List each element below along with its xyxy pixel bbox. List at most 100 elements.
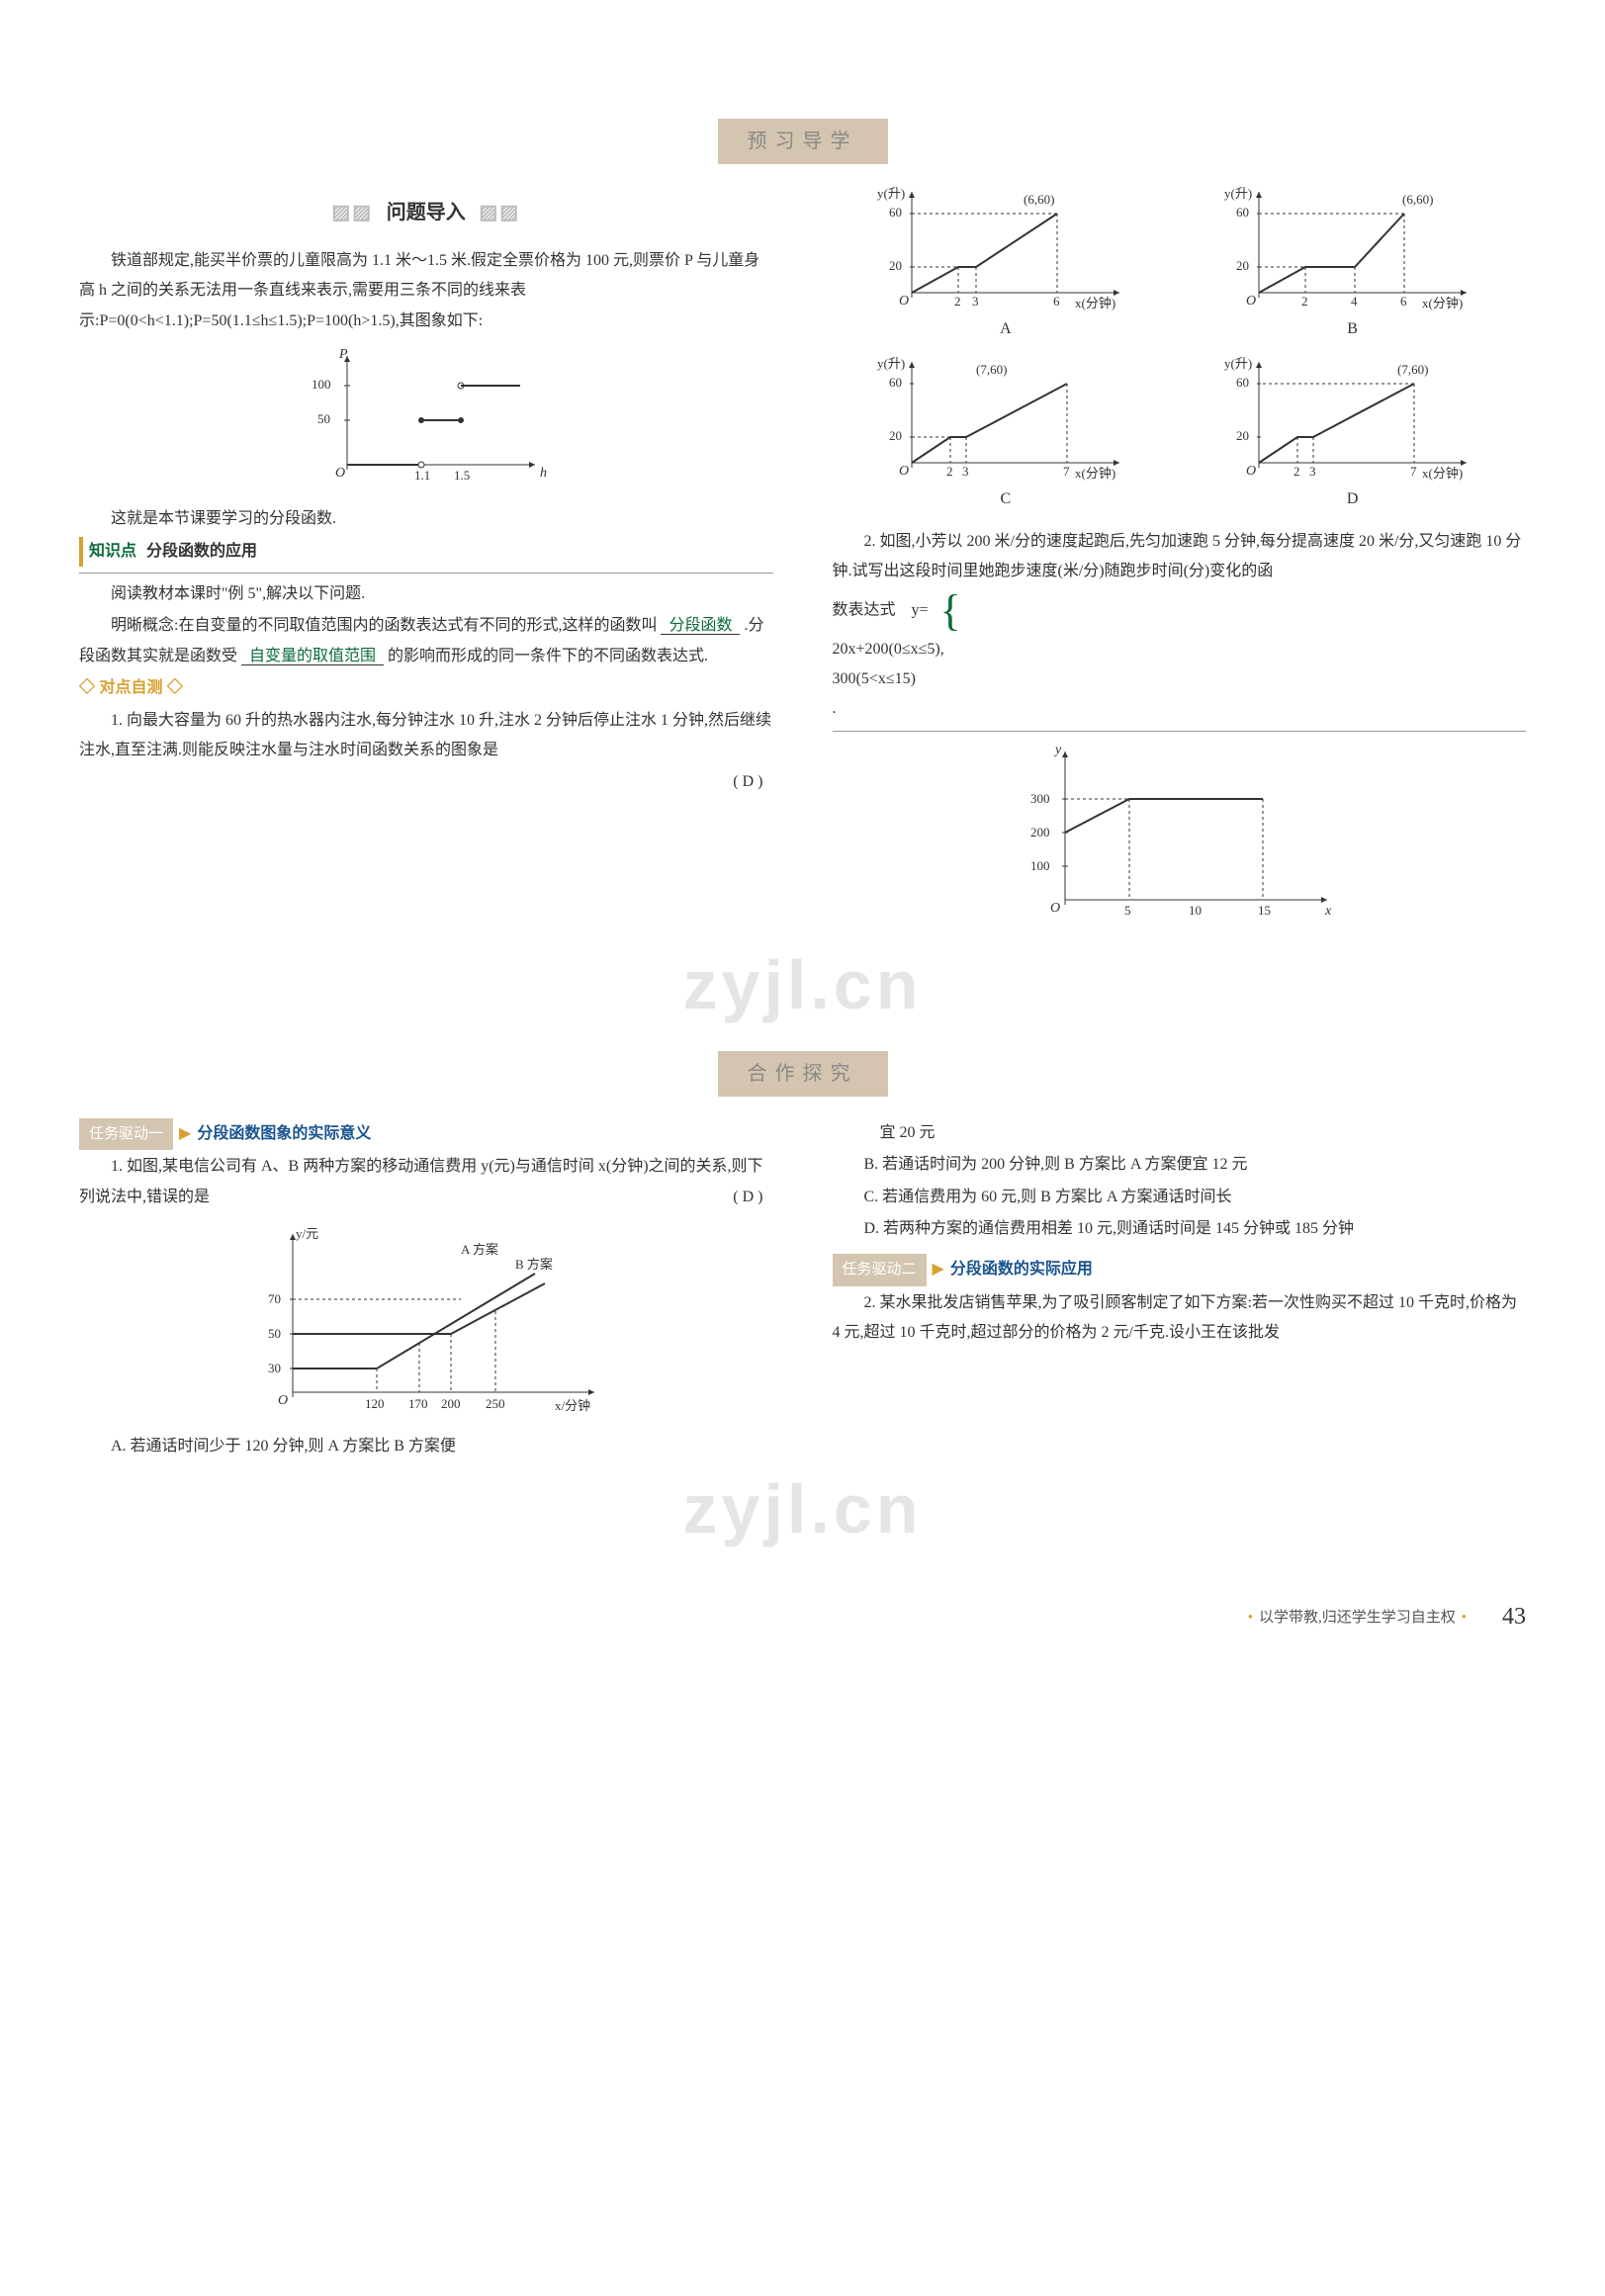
chart-telecom: O x/分钟 y/元 30 50 70 120 170 200 250 A 方案… xyxy=(79,1224,773,1422)
banner-preview-text: 预习导学 xyxy=(718,119,888,164)
svg-text:3: 3 xyxy=(962,464,969,479)
svg-text:y(升): y(升) xyxy=(1224,356,1252,371)
svg-text:100: 100 xyxy=(312,377,331,392)
svg-text:y(升): y(升) xyxy=(877,356,905,371)
svg-text:O: O xyxy=(1246,294,1256,309)
dz-row: 对点自测 xyxy=(79,673,773,703)
svg-text:(6,60): (6,60) xyxy=(1024,192,1054,207)
t1-optB: B. 若通话时间为 200 分钟,则 B 方案比 A 方案便宜 12 元 xyxy=(833,1150,1527,1180)
q1-answer: ( D ) xyxy=(733,767,762,797)
t1-body: 1. 如图,某电信公司有 A、B 两种方案的移动通信费用 y(元)与通信时间 x… xyxy=(79,1158,763,1204)
svg-text:3: 3 xyxy=(972,294,979,309)
q1-body: 1. 向最大容量为 60 升的热水器内注水,每分钟注水 10 升,注水 2 分钟… xyxy=(79,712,771,758)
svg-text:(7,60): (7,60) xyxy=(1397,362,1428,377)
svg-text:20: 20 xyxy=(889,258,902,273)
svg-text:4: 4 xyxy=(1351,294,1358,309)
kp-label: 知识点 xyxy=(79,537,136,567)
chart-optC: y(升) x(分钟) O 60 20 237 (7,60) C xyxy=(840,354,1173,514)
t1-answer: ( D ) xyxy=(701,1183,762,1212)
svg-text:60: 60 xyxy=(889,375,902,390)
banner-coop-text: 合作探究 xyxy=(718,1051,888,1097)
svg-text:120: 120 xyxy=(365,1396,385,1411)
task2-title: 分段函数的实际应用 xyxy=(950,1261,1093,1278)
dz-label: 对点自测 xyxy=(79,679,183,696)
q2-case1: 20x+200(0≤x≤5), xyxy=(833,635,1527,664)
svg-text:y(升): y(升) xyxy=(877,186,905,201)
task-arrow-icon: ▶ xyxy=(179,1125,191,1142)
kp-p2: 明晰概念:在自变量的不同取值范围内的函数表达式有不同的形式,这样的函数叫 分段函… xyxy=(79,611,773,671)
kp-divider xyxy=(79,573,773,574)
svg-text:(7,60): (7,60) xyxy=(976,362,1007,377)
svg-text:x/分钟: x/分钟 xyxy=(555,1398,590,1413)
section-intro-title: ▨▨ 问题导入 ▨▨ xyxy=(79,194,773,231)
q2-text: 2. 如图,小芳以 200 米/分的速度起跑后,先匀加速跑 5 分钟,每分提高速… xyxy=(833,527,1527,587)
svg-text:1.1: 1.1 xyxy=(414,468,430,483)
svg-text:300: 300 xyxy=(1030,791,1050,806)
chart-optA: y(升) x(分钟) O 60 20 236 (6,60) A xyxy=(840,184,1173,344)
q1-text: 1. 向最大容量为 60 升的热水器内注水,每分钟注水 10 升,注水 2 分钟… xyxy=(79,706,773,766)
q2-pre: 数表达式 y= xyxy=(833,601,929,618)
kp-blank1: 分段函数 xyxy=(661,617,740,635)
svg-text:20: 20 xyxy=(1236,428,1249,443)
svg-text:250: 250 xyxy=(486,1396,505,1411)
footer-dot-l: • xyxy=(1248,1604,1253,1633)
svg-text:O: O xyxy=(278,1393,288,1408)
task2-tag: 任务驱动二 xyxy=(833,1254,927,1286)
chart-optB: y(升) x(分钟) O 60 20 246 (6,60) B xyxy=(1186,184,1519,344)
svg-text:10: 10 xyxy=(1189,903,1202,918)
kp-row: 知识点 分段函数的应用 xyxy=(79,537,773,567)
intro-p2: 这就是本节课要学习的分段函数. xyxy=(79,504,773,534)
chart-speed: O x y 100 200 300 5 10 15 xyxy=(833,742,1527,929)
q2-case2: 300(5<x≤15) xyxy=(833,664,1527,694)
svg-text:x(分钟): x(分钟) xyxy=(1075,296,1115,310)
coop-col-right: 宜 20 元 B. 若通话时间为 200 分钟,则 B 方案比 A 方案便宜 1… xyxy=(833,1116,1527,1464)
svg-text:2: 2 xyxy=(1293,464,1300,479)
optA-label: A xyxy=(840,314,1173,344)
svg-text:y/元: y/元 xyxy=(296,1226,318,1241)
svg-text:20: 20 xyxy=(889,428,902,443)
t1-text: 1. 如图,某电信公司有 A、B 两种方案的移动通信费用 y(元)与通信时间 x… xyxy=(79,1152,773,1212)
t1-optA-cont: 宜 20 元 xyxy=(833,1118,1527,1148)
svg-text:170: 170 xyxy=(408,1396,428,1411)
kp-p2a: 明晰概念:在自变量的不同取值范围内的函数表达式有不同的形式,这样的函数叫 xyxy=(111,617,657,634)
svg-text:7: 7 xyxy=(1410,464,1417,479)
chart-piecewiseP: O h P 50 100 1.1 1.5 xyxy=(79,346,773,494)
t1-optD: D. 若两种方案的通信费用相差 10 元,则通话时间是 145 分钟或 185 … xyxy=(833,1214,1527,1244)
deco-right: ▨▨ xyxy=(479,202,520,223)
banner-coop: 合作探究 xyxy=(79,1051,1526,1097)
svg-text:2: 2 xyxy=(954,294,961,309)
svg-text:(6,60): (6,60) xyxy=(1402,192,1433,207)
intro-title-text: 问题导入 xyxy=(387,202,466,223)
svg-text:O: O xyxy=(1050,901,1060,916)
svg-text:50: 50 xyxy=(268,1326,281,1341)
svg-text:1.5: 1.5 xyxy=(454,468,470,483)
svg-text:2: 2 xyxy=(946,464,953,479)
deco-left: ▨▨ xyxy=(331,202,373,223)
svg-text:70: 70 xyxy=(268,1291,281,1306)
task1-tag: 任务驱动一 xyxy=(79,1118,173,1151)
svg-text:20: 20 xyxy=(1236,258,1249,273)
banner-preview: 预习导学 xyxy=(79,119,1526,164)
svg-text:y: y xyxy=(1053,743,1062,757)
svg-text:x(分钟): x(分钟) xyxy=(1075,466,1115,481)
intro-p1: 铁道部规定,能买半价票的儿童限高为 1.1 米～1.5 米.假定全票价格为 10… xyxy=(79,246,773,336)
svg-text:5: 5 xyxy=(1124,903,1131,918)
option-charts: y(升) x(分钟) O 60 20 236 (6,60) A xyxy=(833,184,1527,525)
kp-blank2: 自变量的取值范围 xyxy=(241,648,384,665)
svg-text:7: 7 xyxy=(1063,464,1070,479)
svg-text:x: x xyxy=(1324,904,1332,919)
chart-optD: y(升) x(分钟) O 60 20 237 (7,60) D xyxy=(1186,354,1519,514)
svg-text:B 方案: B 方案 xyxy=(515,1257,553,1272)
kp-p2c: 的影响而形成的同一条件下的不同函数表达式. xyxy=(388,648,708,664)
svg-text:60: 60 xyxy=(1236,375,1249,390)
svg-text:O: O xyxy=(335,466,345,481)
task2-row: 任务驱动二▶分段函数的实际应用 xyxy=(833,1254,1527,1286)
optB-label: B xyxy=(1186,314,1519,344)
svg-text:x(分钟): x(分钟) xyxy=(1422,296,1463,310)
kp-title: 分段函数的应用 xyxy=(146,543,257,560)
svg-text:6: 6 xyxy=(1053,294,1060,309)
svg-text:200: 200 xyxy=(1030,825,1050,839)
footer-motto: 以学带教,归还学生学习自主权 xyxy=(1259,1604,1456,1633)
svg-text:60: 60 xyxy=(1236,205,1249,220)
chart-piecewiseP-svg: O h P 50 100 1.1 1.5 xyxy=(298,346,555,494)
